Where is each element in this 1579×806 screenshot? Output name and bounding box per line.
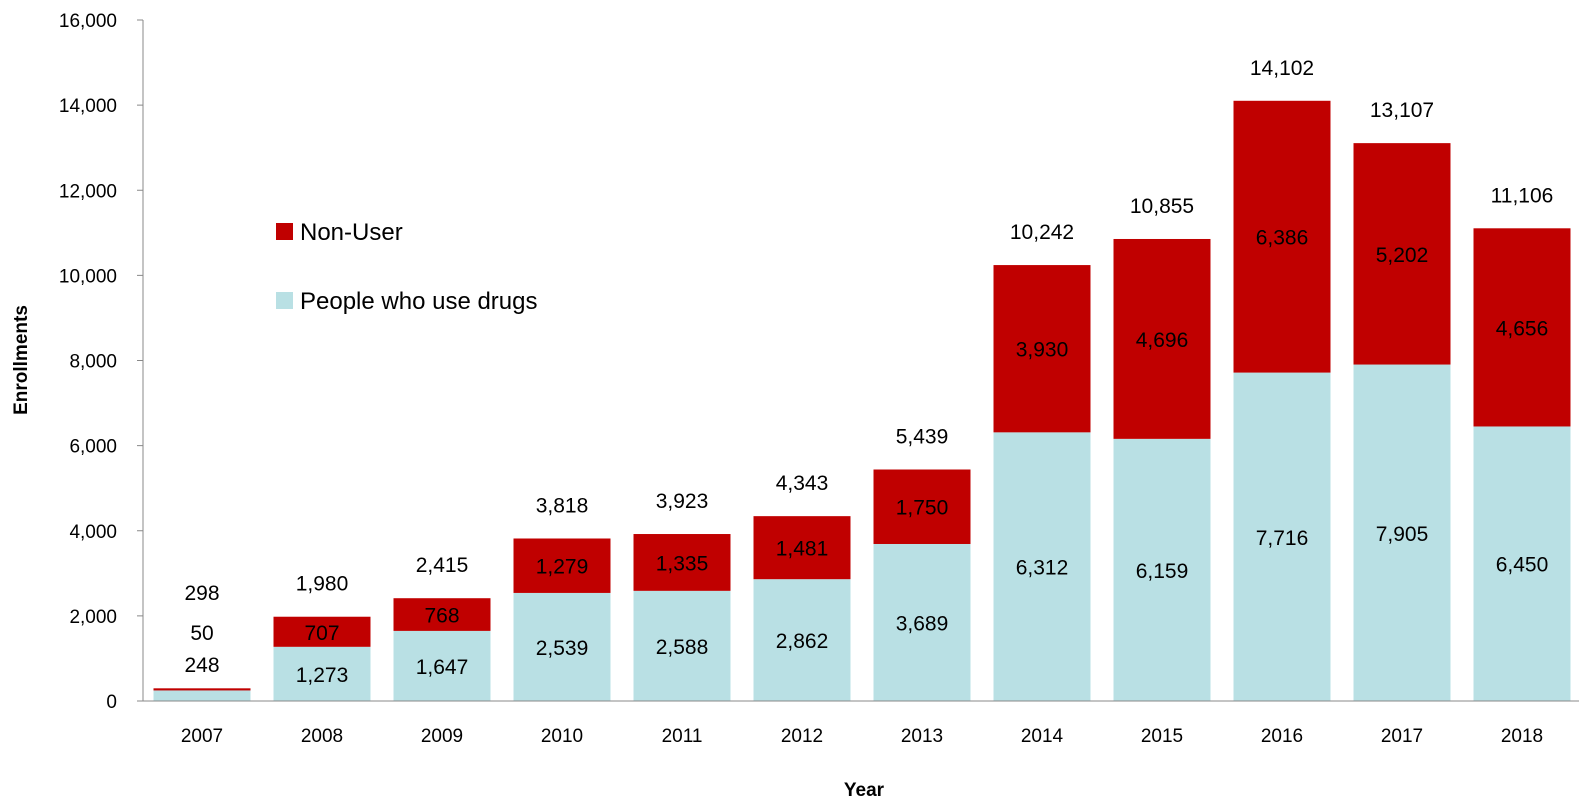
data-label-total: 3,818 <box>536 494 589 517</box>
bar-non-user-2011 <box>633 534 731 591</box>
data-label-total: 13,107 <box>1370 99 1434 122</box>
bar-people-who-use-drugs-2017 <box>1353 364 1451 701</box>
data-label-people-who-use-drugs: 2,539 <box>536 637 589 660</box>
data-label-total: 10,242 <box>1010 221 1074 244</box>
x-tick-label: 2015 <box>1141 726 1183 747</box>
data-label-non-user: 1,279 <box>536 556 589 579</box>
data-label-total: 14,102 <box>1250 57 1314 80</box>
bar-people-who-use-drugs-2011 <box>633 590 731 701</box>
data-label-people-who-use-drugs: 1,273 <box>296 664 349 687</box>
legend-label-people-who-use-drugs: People who use drugs <box>300 288 538 315</box>
legend-label-non-user: Non-User <box>300 219 403 246</box>
bar-people-who-use-drugs-2008 <box>273 646 371 701</box>
data-label-non-user: 5,202 <box>1376 244 1429 267</box>
bar-non-user-2007 <box>153 688 251 691</box>
bar-non-user-2014 <box>993 265 1091 433</box>
y-tick-label: 12,000 <box>59 181 117 202</box>
y-tick-label: 0 <box>106 692 117 713</box>
x-tick-label: 2014 <box>1021 726 1064 747</box>
y-tick-label: 6,000 <box>69 437 117 458</box>
data-label-people-who-use-drugs: 1,647 <box>416 656 469 679</box>
data-label-people-who-use-drugs: 6,312 <box>1016 557 1069 580</box>
bar-people-who-use-drugs-2016 <box>1233 372 1331 701</box>
data-label-non-user: 6,386 <box>1256 227 1309 250</box>
data-label-total: 11,106 <box>1491 184 1554 207</box>
x-tick-label: 2009 <box>421 726 463 747</box>
data-label-non-user: 768 <box>424 605 459 628</box>
x-tick-label: 2017 <box>1381 726 1423 747</box>
bar-non-user-2013 <box>873 469 971 544</box>
bar-people-who-use-drugs-2015 <box>1113 438 1211 701</box>
y-tick-label: 2,000 <box>69 607 117 628</box>
data-label-people-who-use-drugs: 6,159 <box>1136 560 1189 583</box>
data-label-total: 1,980 <box>296 573 349 596</box>
data-label-non-user: 1,481 <box>776 538 829 561</box>
x-tick-label: 2013 <box>901 726 943 747</box>
y-axis-title: Enrollments <box>11 305 32 415</box>
bar-people-who-use-drugs-2007 <box>153 690 251 701</box>
x-tick-label: 2007 <box>181 726 223 747</box>
bar-non-user-2012 <box>753 516 851 580</box>
x-tick-label: 2016 <box>1261 726 1303 747</box>
data-label-non-user: 3,930 <box>1016 339 1069 362</box>
x-tick-label: 2011 <box>662 726 703 747</box>
bar-non-user-2010 <box>513 538 611 593</box>
y-tick-label: 14,000 <box>59 96 117 117</box>
data-label-non-user: 1,750 <box>896 497 949 520</box>
bar-non-user-2015 <box>1113 238 1211 439</box>
legend-swatch-people-who-use-drugs <box>276 292 293 309</box>
x-tick-label: 2008 <box>301 726 343 747</box>
x-axis-ticks: 2007 2008 2009 2010 2011 2012 2013 2014 2015 2016… <box>181 726 1543 747</box>
bars <box>153 100 1571 701</box>
segment-labels: 248 50 1,273 707 1,647 768 2,539 1,279 2,588 1,33… <box>184 227 1548 687</box>
data-label-people-who-use-drugs: 248 <box>184 654 219 677</box>
bar-non-user-2009 <box>393 598 491 631</box>
data-label-non-user: 4,656 <box>1496 317 1549 340</box>
legend: Non-User People who use drugs <box>276 219 538 315</box>
data-label-people-who-use-drugs: 3,689 <box>896 612 949 635</box>
legend-swatch-non-user <box>276 223 293 240</box>
data-label-total: 10,855 <box>1130 195 1194 218</box>
data-label-total: 2,415 <box>416 554 469 577</box>
data-label-non-user: 50 <box>190 622 213 645</box>
x-tick-label: 2012 <box>781 726 823 747</box>
data-label-non-user: 707 <box>304 622 339 645</box>
y-axis-ticks: 0 2,000 4,000 6,000 8,000 10,000 12,000 14,000 1… <box>59 11 143 713</box>
bar-people-who-use-drugs-2009 <box>393 630 491 701</box>
data-label-total: 5,439 <box>896 426 949 449</box>
bar-non-user-2017 <box>1353 143 1451 365</box>
data-label-people-who-use-drugs: 2,862 <box>776 630 829 653</box>
data-label-total: 298 <box>184 582 219 605</box>
bar-non-user-2008 <box>273 616 371 647</box>
bar-people-who-use-drugs-2018 <box>1473 426 1571 701</box>
bar-people-who-use-drugs-2014 <box>993 432 1091 701</box>
x-tick-label: 2018 <box>1501 726 1543 747</box>
y-tick-label: 10,000 <box>59 266 117 287</box>
bar-people-who-use-drugs-2010 <box>513 592 611 701</box>
y-tick-label: 8,000 <box>69 352 117 373</box>
x-tick-label: 2010 <box>541 726 583 747</box>
data-label-people-who-use-drugs: 7,905 <box>1376 523 1429 546</box>
bar-people-who-use-drugs-2013 <box>873 543 971 701</box>
data-label-total: 3,923 <box>656 490 709 513</box>
data-label-total: 4,343 <box>776 472 829 495</box>
data-label-non-user: 4,696 <box>1136 329 1189 352</box>
total-labels: 298 1,980 2,415 3,818 3,923 4,343 5,439 10,242 1… <box>184 57 1553 605</box>
bar-non-user-2018 <box>1473 228 1571 427</box>
y-tick-label: 4,000 <box>69 522 117 543</box>
data-label-people-who-use-drugs: 6,450 <box>1496 554 1549 577</box>
bar-non-user-2016 <box>1233 100 1331 373</box>
data-label-non-user: 1,335 <box>656 552 709 575</box>
x-axis-title: Year <box>844 780 885 801</box>
data-label-people-who-use-drugs: 7,716 <box>1256 527 1309 550</box>
data-label-people-who-use-drugs: 2,588 <box>656 636 709 659</box>
bar-people-who-use-drugs-2012 <box>753 579 851 701</box>
y-tick-label: 16,000 <box>59 11 117 32</box>
